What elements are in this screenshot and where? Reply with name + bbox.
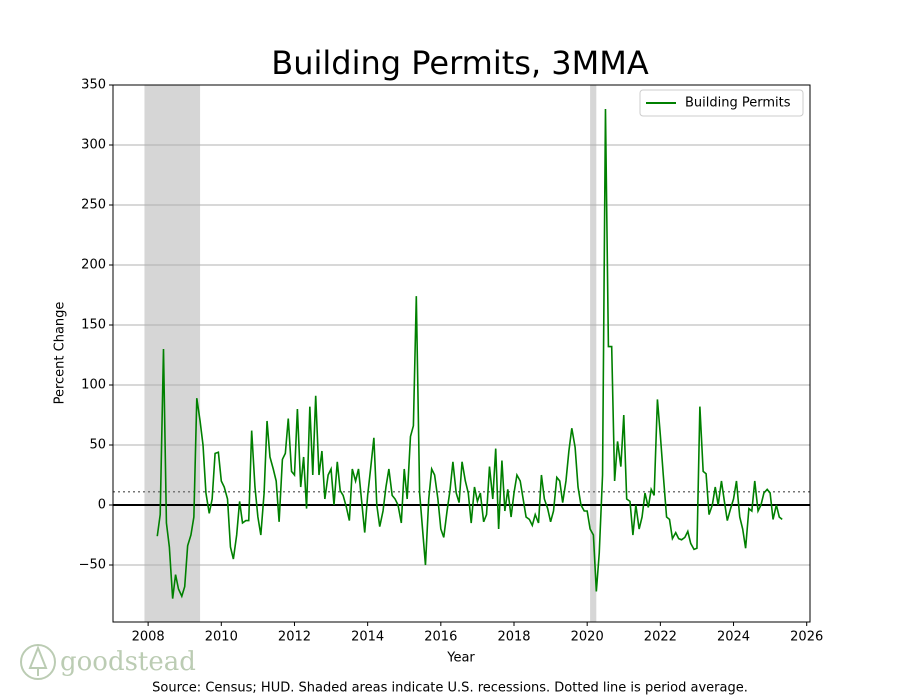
y-axis-label: Percent Change xyxy=(53,302,68,405)
x-tick-label: 2010 xyxy=(205,630,238,645)
x-tick-label: 2024 xyxy=(717,630,750,645)
y-tick-label: 250 xyxy=(81,198,106,213)
y-tick-label: 350 xyxy=(81,78,106,93)
y-tick-label: −50 xyxy=(79,558,106,573)
y-tick-label: 300 xyxy=(81,138,106,153)
source-note: Source: Census; HUD. Shaded areas indica… xyxy=(152,681,748,696)
y-tick-label: 100 xyxy=(81,378,106,393)
x-axis-label: Year xyxy=(446,651,475,666)
y-tick-label: 150 xyxy=(81,318,106,333)
data-line xyxy=(156,108,783,599)
x-tick-label: 2020 xyxy=(571,630,604,645)
legend-label: Building Permits xyxy=(685,96,791,111)
logo-text: goodstead xyxy=(60,647,196,677)
logo: goodstead xyxy=(20,644,196,680)
x-tick-label: 2016 xyxy=(424,630,457,645)
y-tick-label: 200 xyxy=(81,258,106,273)
logo-tree xyxy=(28,645,48,676)
chart-title: Building Permits, 3MMA xyxy=(271,44,649,82)
y-tick-label: 0 xyxy=(98,498,106,513)
x-tick-label: 2012 xyxy=(278,630,311,645)
legend: Building Permits xyxy=(639,89,804,117)
y-tick-label: 50 xyxy=(89,438,106,453)
x-tick-label: 2026 xyxy=(790,630,823,645)
x-tick-label: 2014 xyxy=(351,630,384,645)
x-tick-label: 2018 xyxy=(497,630,530,645)
recession-band xyxy=(590,85,597,622)
logo-ring xyxy=(20,644,56,680)
plot-frame xyxy=(112,84,811,623)
x-tick-label: 2022 xyxy=(644,630,677,645)
legend-box xyxy=(639,89,804,117)
x-tick-label: 2008 xyxy=(132,630,165,645)
recession-band xyxy=(144,85,201,622)
